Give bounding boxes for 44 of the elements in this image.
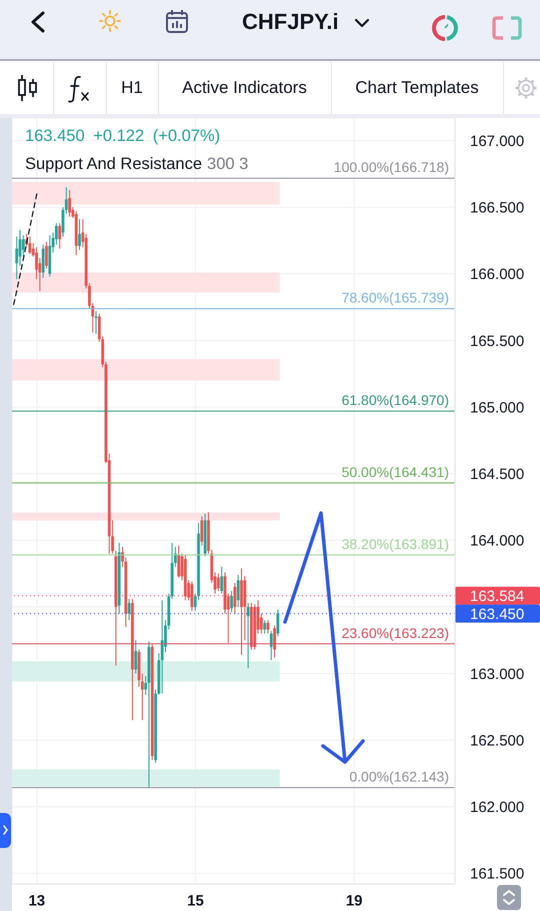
ref-line-label: 50.00%(164.431): [342, 464, 449, 480]
y-tick-label: 163.000: [470, 666, 524, 683]
candlestick: [128, 598, 131, 621]
chart-title: CHFJPY.i: [242, 8, 339, 36]
candlestick: [28, 236, 32, 254]
candlestick: [230, 590, 233, 613]
ref-line-label: 78.60%(165.739): [342, 290, 449, 306]
ref-line-label: 38.20%(163.891): [342, 536, 449, 552]
candlestick: [273, 625, 276, 658]
candlestick: [276, 609, 280, 637]
x-tick-label: 13: [28, 892, 46, 910]
candlestick: [216, 573, 220, 592]
candlestick: [45, 241, 48, 270]
ref-line-label: 61.80%(164.970): [342, 392, 449, 408]
y-tick-label: 164.500: [470, 466, 524, 484]
candlestick: [94, 310, 98, 334]
candlestick: [266, 620, 270, 634]
ref-line-label: 163.450: [470, 606, 524, 623]
y-tick-label: 167.000: [470, 132, 524, 150]
y-tick-label: 161.500: [470, 866, 524, 883]
ref-line-label: 0.00%(162.143): [349, 768, 449, 785]
candlestick: [78, 218, 81, 250]
y-tick-label: 164.000: [470, 532, 524, 550]
candlestick: [246, 602, 250, 669]
y-tick-label: 165.500: [470, 332, 524, 350]
text: Chart Templates: [354, 77, 480, 99]
y-tick-label: 162.500: [470, 732, 524, 750]
text: H1: [120, 77, 144, 99]
ref-line-label: 163.584: [470, 588, 524, 605]
ref-line-label: 100.00%(166.718): [334, 159, 449, 176]
y-tick-label: 162.000: [470, 799, 524, 816]
annotation: Support And Resistance: [25, 155, 202, 173]
text: 163.450 +0.122 (+0.07%): [25, 126, 220, 146]
x-tick-label: 19: [346, 892, 363, 910]
candlestick: [22, 234, 25, 258]
y-tick-label: 165.000: [470, 399, 524, 416]
ref-line-label: 23.60%(163.223): [342, 624, 449, 641]
x-tick-label: 15: [187, 892, 204, 910]
line-series: [13, 193, 38, 306]
text: Active Indicators: [181, 77, 308, 99]
annotation: 300 3: [207, 155, 248, 173]
candlestick: [68, 189, 71, 218]
y-tick-label: 166.000: [470, 266, 524, 284]
y-tick-label: 166.500: [470, 200, 524, 217]
